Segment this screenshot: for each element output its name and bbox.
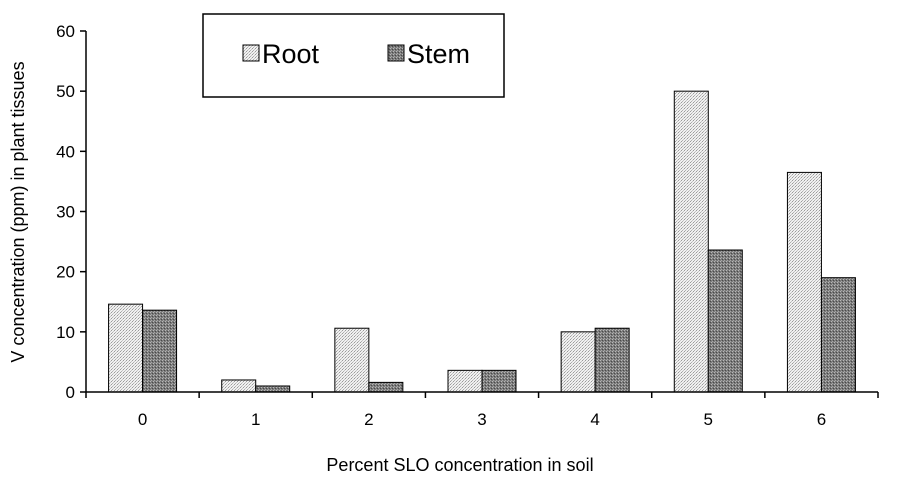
bar-stem	[594, 327, 630, 393]
bar-stem	[368, 381, 404, 393]
x-tick-label: 3	[477, 410, 486, 429]
x-tick-label: 4	[590, 410, 599, 429]
y-tick-label: 20	[56, 263, 75, 282]
bars	[108, 90, 856, 393]
bar-stem	[707, 249, 743, 393]
bar-root	[673, 90, 709, 393]
x-tick-label: 2	[364, 410, 373, 429]
x-tick-label: 1	[251, 410, 260, 429]
legend-swatch-stem	[387, 44, 405, 62]
bar-stem	[255, 385, 291, 393]
bar-root	[108, 303, 144, 393]
bar-root	[447, 369, 483, 393]
y-tick-label: 40	[56, 142, 75, 161]
y-axis-title: V concentration (ppm) in plant tissues	[8, 61, 28, 362]
y-tick-label: 0	[66, 383, 75, 402]
y-tick-label: 50	[56, 82, 75, 101]
legend-swatch-root	[242, 44, 260, 62]
legend: Root Stem	[202, 13, 505, 98]
x-axis-ticks: 0 1 2 3 4 5 6	[85, 392, 879, 429]
bar-stem	[820, 277, 856, 393]
bar-root	[334, 327, 370, 393]
y-tick-label: 60	[56, 22, 75, 41]
bar-root	[560, 331, 596, 393]
legend-label-stem: Stem	[407, 39, 470, 69]
x-tick-label: 0	[138, 410, 147, 429]
y-tick-label: 30	[56, 203, 75, 222]
bar-stem	[142, 309, 178, 393]
bar-root	[786, 171, 822, 393]
x-tick-label: 6	[817, 410, 826, 429]
x-tick-label: 5	[704, 410, 713, 429]
legend-label-root: Root	[262, 39, 320, 69]
x-axis-title: Percent SLO concentration in soil	[326, 455, 593, 475]
y-axis-ticks: 0 10 20 30 40 50 60	[56, 22, 86, 402]
bar-root	[221, 379, 257, 393]
bar-stem	[481, 369, 517, 393]
y-tick-label: 10	[56, 323, 75, 342]
